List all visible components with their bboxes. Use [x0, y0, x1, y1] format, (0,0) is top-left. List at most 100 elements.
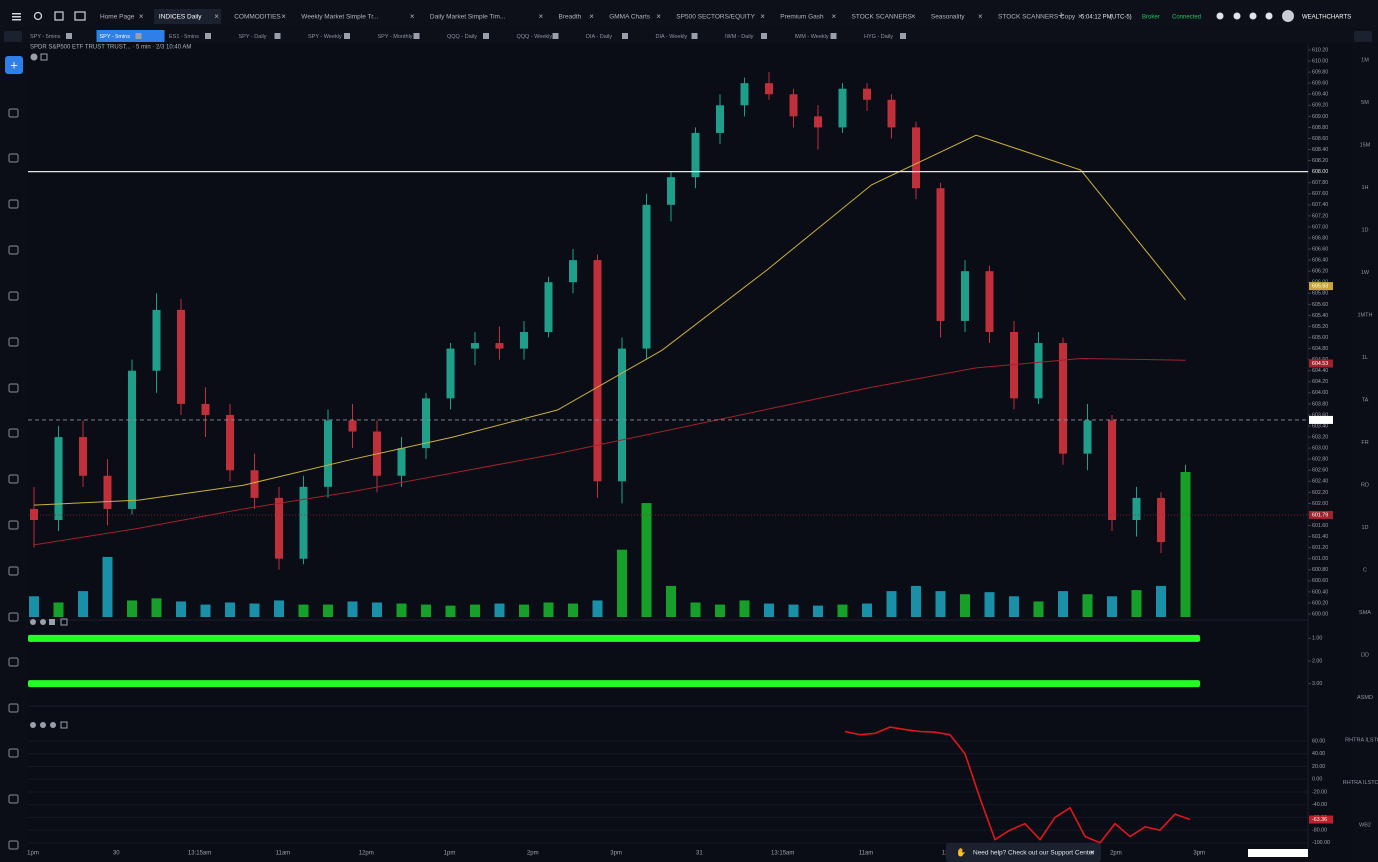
- chart-tab-badge[interactable]: [900, 33, 906, 39]
- header-tab[interactable]: COMMODITIES: [234, 14, 281, 21]
- avatar[interactable]: [1282, 10, 1294, 22]
- chart-tab[interactable]: DIA - Weekly: [656, 34, 688, 40]
- header-icon[interactable]: [1265, 12, 1273, 20]
- expand-button[interactable]: [1354, 31, 1372, 42]
- timeframe[interactable]: 1W: [1361, 270, 1370, 276]
- tab-close[interactable]: ×: [589, 12, 594, 21]
- support-popup[interactable]: [946, 843, 1101, 862]
- timeframe[interactable]: 1L: [1362, 355, 1368, 361]
- layout-icon[interactable]: [54, 11, 64, 21]
- chart-tab-badge[interactable]: [66, 33, 72, 39]
- tool-icon[interactable]: [8, 337, 19, 347]
- header-icon[interactable]: [1249, 12, 1257, 20]
- chart-tab-badge[interactable]: [483, 33, 489, 39]
- tab-close[interactable]: ×: [139, 12, 144, 21]
- header-tab[interactable]: Seasonality: [931, 14, 965, 21]
- timeframe[interactable]: 1D: [1361, 525, 1368, 531]
- support-text[interactable]: Need help? Check out our Support Center: [973, 850, 1095, 857]
- header-tab[interactable]: Weekly Market Simple Tr...: [301, 14, 378, 21]
- chart-tab[interactable]: HYG - Daily: [864, 34, 893, 40]
- timeframe[interactable]: 15M: [1360, 142, 1371, 148]
- header-icon[interactable]: [1216, 12, 1224, 20]
- tool-icon[interactable]: [8, 245, 19, 255]
- chart-tab[interactable]: SPY - 5mins: [30, 34, 61, 40]
- chart-tab-badge[interactable]: [830, 33, 837, 39]
- chart-tab[interactable]: IWM - Weekly: [795, 34, 829, 40]
- tool-icon[interactable]: [8, 153, 19, 163]
- timeframe[interactable]: RHTRA ILSTOP Z: [1343, 780, 1378, 786]
- tool-icon[interactable]: [8, 840, 19, 850]
- header-tab[interactable]: STOCK SCANNERS Copy: [998, 14, 1076, 21]
- tool-icon[interactable]: [8, 794, 19, 804]
- chart-tab-badge[interactable]: [274, 33, 281, 39]
- chart-tab[interactable]: QQQ - Weekly: [517, 34, 553, 40]
- collapse-button[interactable]: [4, 31, 22, 42]
- timeframe[interactable]: C: [1363, 567, 1367, 573]
- tool-icon[interactable]: [8, 612, 19, 622]
- tab-close[interactable]: ×: [832, 12, 837, 21]
- timeframe[interactable]: 1MTH: [1358, 312, 1373, 318]
- header-tab[interactable]: Daily Market Simple Tim...: [430, 14, 506, 21]
- tool-icon[interactable]: [8, 383, 19, 393]
- header-tab[interactable]: Premium Gash: [780, 14, 824, 21]
- tab-close[interactable]: ×: [410, 12, 415, 21]
- timeframe[interactable]: WB2: [1359, 822, 1371, 828]
- header-tab[interactable]: Home Page: [100, 14, 135, 21]
- tool-icon[interactable]: [8, 428, 19, 438]
- menu-icon[interactable]: [12, 13, 21, 21]
- header-tab[interactable]: INDICES Daily: [159, 14, 202, 21]
- header-icon[interactable]: [1233, 12, 1241, 20]
- chart-tab-badge[interactable]: [205, 33, 211, 39]
- tool-icon[interactable]: [8, 199, 19, 209]
- chart-tab-badge[interactable]: [691, 33, 698, 39]
- add-tab[interactable]: +: [1058, 10, 1064, 22]
- timeframe[interactable]: FR: [1361, 440, 1368, 446]
- timeframe[interactable]: DD: [1361, 652, 1369, 658]
- timeframe[interactable]: 5M: [1361, 100, 1369, 106]
- chart-tab-badge[interactable]: [622, 33, 628, 39]
- header-tab[interactable]: STOCK SCANNERS: [852, 14, 913, 21]
- tab-close[interactable]: ×: [214, 12, 219, 21]
- chart-tab[interactable]: IWM - Daily: [725, 34, 754, 40]
- tool-icon[interactable]: [8, 657, 19, 667]
- tool-icon[interactable]: [8, 748, 19, 758]
- timeframe[interactable]: 1M: [1361, 57, 1369, 63]
- timeframe[interactable]: TA: [1362, 397, 1369, 403]
- chart-tab[interactable]: SPY - 5mins: [100, 34, 131, 40]
- tab-close[interactable]: ×: [281, 12, 286, 21]
- timeframe[interactable]: SMA: [1359, 610, 1371, 616]
- tab-close[interactable]: ×: [539, 12, 544, 21]
- tab-close[interactable]: ×: [656, 12, 661, 21]
- chart-tab-badge[interactable]: [552, 33, 559, 39]
- chart-tab-badge[interactable]: [761, 33, 767, 39]
- tool-icon[interactable]: [8, 520, 19, 530]
- tool-icon[interactable]: [8, 566, 19, 576]
- tool-icon[interactable]: [8, 291, 19, 301]
- timeframe[interactable]: RHTRA ILSTOP: [1345, 737, 1378, 743]
- timeframe[interactable]: ASMD: [1357, 695, 1373, 701]
- tab-close[interactable]: ×: [978, 12, 983, 21]
- chart-tab[interactable]: SPY - Daily: [239, 34, 267, 40]
- tab-close[interactable]: ×: [911, 12, 916, 21]
- chart-tab[interactable]: DIA - Daily: [586, 34, 612, 40]
- header-tab[interactable]: SP500 SECTORS/EQUITY: [676, 14, 755, 21]
- tool-icon[interactable]: [8, 703, 19, 713]
- chart-tab-badge[interactable]: [344, 33, 350, 39]
- chart-tab[interactable]: ES1 - 5mins: [169, 34, 199, 40]
- timeframe[interactable]: RD: [1361, 482, 1369, 488]
- chart-tab[interactable]: SPY - Weekly: [308, 34, 342, 40]
- chart-tab[interactable]: SPY - Monthly: [378, 34, 413, 40]
- timeframe[interactable]: 1D: [1361, 227, 1368, 233]
- ai-icon[interactable]: [74, 11, 86, 21]
- chart-tab[interactable]: QQQ - Daily: [447, 34, 477, 40]
- tab-close[interactable]: ×: [1078, 12, 1083, 21]
- header-tab[interactable]: Breadth: [559, 14, 582, 21]
- add-tool[interactable]: [5, 56, 23, 74]
- support-close[interactable]: ×: [1090, 848, 1095, 857]
- chart-tab-badge[interactable]: [135, 33, 142, 39]
- tab-close[interactable]: ×: [760, 12, 765, 21]
- tool-icon[interactable]: [8, 474, 19, 484]
- tool-icon[interactable]: [8, 108, 19, 118]
- chart-tab-badge[interactable]: [413, 33, 420, 39]
- timeframe[interactable]: 1H: [1361, 185, 1368, 191]
